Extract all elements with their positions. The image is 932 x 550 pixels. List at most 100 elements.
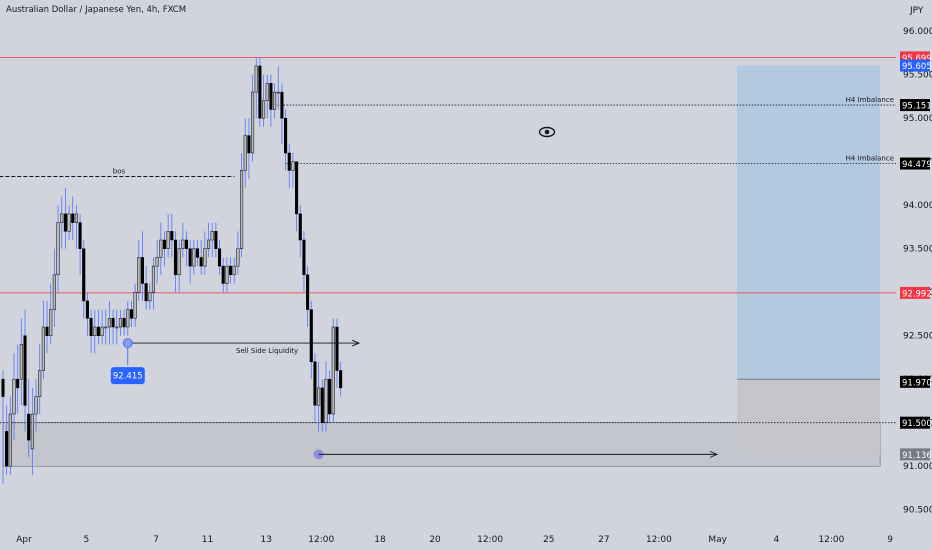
bull-candle [56, 222, 60, 276]
bull-candle [30, 413, 34, 450]
bull-candle [74, 213, 78, 223]
bear-candle [199, 257, 203, 267]
bear-candle [295, 161, 299, 215]
level-annotation-2: H4 Imbalance [846, 96, 894, 104]
x-tick-label: 5 [84, 535, 90, 545]
bear-candle [140, 257, 145, 284]
x-tick-label: 12:00 [477, 535, 503, 545]
bull-candle [38, 370, 42, 397]
x-tick-label: Apr [16, 535, 32, 545]
bull-candle [41, 326, 45, 371]
bear-candle [111, 318, 115, 328]
bear-candle [284, 117, 288, 154]
price-tag-91136-label: 91.136 [902, 451, 932, 461]
bull-candle [60, 213, 64, 223]
target-zone [737, 65, 881, 380]
sell-side-liquidity-label: Sell Side Liquidity [236, 347, 298, 355]
bull-candle [265, 83, 269, 102]
bear-candle [306, 274, 310, 310]
bear-candle [184, 239, 189, 249]
bull-candle [262, 100, 266, 119]
bull-candle [100, 326, 104, 336]
bear-candle [82, 248, 86, 302]
bull-candle [151, 265, 156, 293]
y-tick-label: 91.000 [903, 462, 932, 472]
price-tag-92992-label: 92.992 [902, 289, 932, 299]
bull-candle [240, 170, 244, 249]
eye-icon[interactable] [538, 126, 556, 138]
bear-candle [63, 213, 67, 232]
bear-candle [23, 335, 27, 406]
bear-candle [217, 248, 222, 267]
y-tick-label: 92.500 [903, 332, 932, 342]
bull-candle [291, 161, 295, 171]
x-tick-label: May [708, 535, 727, 545]
y-tick-label: 94.000 [903, 201, 932, 211]
price-tag-91136 [900, 448, 930, 461]
bear-candle [335, 326, 339, 371]
bull-candle [137, 257, 141, 293]
bull-candle [126, 309, 130, 328]
bull-candle [232, 265, 236, 276]
bear-candle [309, 309, 313, 363]
bear-candle [214, 231, 218, 249]
bear-candle [339, 370, 343, 389]
bear-candle [313, 361, 317, 406]
bear-candle [1, 378, 5, 397]
bull-candle [206, 239, 211, 249]
bull-candle [8, 413, 12, 467]
bear-candle [170, 231, 174, 241]
bear-candle [328, 378, 332, 415]
bull-candle [210, 231, 214, 241]
x-tick-label: 11 [202, 535, 213, 545]
y-tick-label: 96.000 [903, 27, 932, 37]
bear-candle [221, 265, 225, 284]
bear-candle [287, 152, 291, 171]
bull-candle [93, 326, 97, 336]
bear-candle [247, 135, 251, 154]
x-tick-label: 9 [887, 535, 893, 545]
price-tag-91500 [900, 416, 930, 429]
bull-candle [276, 91, 280, 94]
bear-candle [5, 431, 9, 467]
bear-candle [27, 413, 31, 441]
x-tick-label: 25 [543, 535, 554, 545]
bear-candle [258, 65, 262, 119]
bear-candle [144, 283, 148, 302]
x-tick-label: 12:00 [308, 535, 334, 545]
bull-candle [236, 248, 240, 267]
low-price-badge-label: 92.415 [113, 372, 143, 382]
x-tick-label: 18 [374, 535, 386, 545]
low-marker-dot [122, 338, 133, 348]
price-tag-95151-label: 95.151 [902, 102, 932, 112]
bull-candle [159, 239, 163, 258]
bull-candle [177, 248, 181, 276]
bear-candle [89, 318, 93, 336]
bull-candle [19, 344, 23, 380]
x-tick-label: 7 [153, 535, 159, 545]
level-annotation-3: H4 Imbalance [846, 155, 894, 163]
price-tag-94479-label: 94.479 [902, 160, 932, 170]
bear-candle [269, 83, 273, 110]
price-tag-94479 [900, 157, 930, 170]
x-tick-label: 27 [598, 535, 609, 545]
bear-candle [96, 326, 100, 336]
bull-candle [148, 291, 152, 302]
x-tick-label: 12:00 [818, 535, 844, 545]
bear-candle [45, 326, 49, 336]
stop-zone [737, 379, 881, 455]
bull-candle [67, 213, 71, 232]
bear-candle [298, 213, 302, 241]
price-tag-91500-label: 91.500 [902, 419, 932, 429]
x-tick-label: 20 [429, 535, 441, 545]
bear-candle [228, 265, 233, 276]
bear-candle [280, 91, 284, 119]
chart-title: Australian Dollar / Japanese Yen, 4h, FX… [6, 5, 186, 15]
bear-candle [173, 239, 178, 276]
bull-candle [49, 309, 53, 336]
bull-candle [225, 265, 229, 284]
bull-candle [251, 91, 255, 154]
bear-candle [302, 239, 306, 276]
